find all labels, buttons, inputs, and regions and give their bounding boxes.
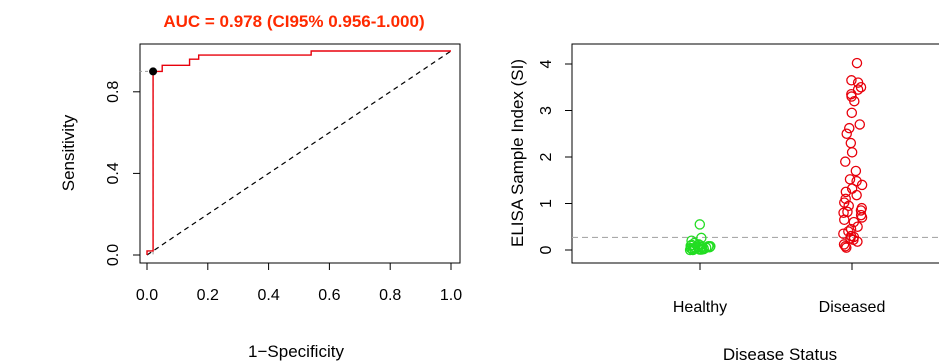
elisa-point-diseased <box>838 228 849 239</box>
roc-x-tick-label: 1.0 <box>440 287 462 304</box>
elisa-point-healthy <box>694 219 706 230</box>
elisa-point-diseased <box>852 236 863 247</box>
elisa-point-diseased <box>839 214 850 226</box>
roc-curve-line <box>146 50 451 255</box>
elisa-point-healthy <box>705 241 716 252</box>
elisa-chart: Healthy Diseased 0 1 2 3 4 Disease Status ELI… <box>508 43 939 364</box>
elisa-point-diseased <box>846 75 857 86</box>
roc-x-tick-label: 0.6 <box>318 287 340 304</box>
elisa-point-diseased <box>840 186 852 198</box>
roc-marks <box>139 50 452 256</box>
elisa-point-healthy <box>684 244 696 256</box>
elisa-y-axis: 0 1 2 3 4 <box>538 59 573 254</box>
elisa-point-diseased <box>856 179 868 191</box>
roc-reference-diagonal <box>146 50 452 256</box>
roc-y-axis: 0.0 0.4 0.8 <box>105 81 141 266</box>
elisa-x-label: Disease Status <box>723 345 837 364</box>
elisa-point-diseased <box>849 95 860 107</box>
elisa-point-diseased <box>855 82 867 93</box>
elisa-point-diseased <box>841 128 852 139</box>
roc-chart: AUC = 0.978 (CI95% 0.956-1.000) 0.0 0.2 0.… <box>59 12 462 361</box>
elisa-point-healthy <box>687 244 699 256</box>
elisa-point-diseased <box>840 241 851 252</box>
elisa-x-axis: Healthy Diseased <box>673 262 886 316</box>
elisa-y-tick-label: 0 <box>538 245 555 254</box>
elisa-point-diseased <box>843 200 854 212</box>
roc-x-tick-label: 0.2 <box>197 287 219 304</box>
elisa-point-diseased <box>852 221 863 232</box>
elisa-y-tick-label: 3 <box>538 106 555 115</box>
elisa-point-diseased <box>851 57 863 69</box>
roc-x-label: 1−Specificity <box>248 342 344 361</box>
elisa-point-diseased <box>850 165 862 177</box>
roc-optimal-point <box>149 67 158 76</box>
elisa-x-tick-label: Diseased <box>819 299 886 316</box>
elisa-marks <box>572 57 939 256</box>
elisa-point-diseased <box>844 122 855 134</box>
elisa-x-tick-label: Healthy <box>673 299 727 316</box>
elisa-y-tick-label: 2 <box>538 152 555 161</box>
elisa-y-tick-label: 4 <box>538 59 555 68</box>
elisa-point-diseased <box>851 189 862 201</box>
roc-x-axis: 0.0 0.2 0.4 0.6 0.8 1.0 <box>136 262 462 304</box>
elisa-point-diseased <box>838 239 850 250</box>
elisa-point-diseased <box>841 242 852 253</box>
elisa-y-tick-label: 1 <box>538 199 555 208</box>
elisa-plot-frame <box>571 43 939 264</box>
roc-title: AUC = 0.978 (CI95% 0.956-1.000) <box>163 12 424 31</box>
elisa-point-healthy <box>686 239 697 251</box>
elisa-point-diseased <box>844 174 856 185</box>
elisa-point-diseased <box>856 212 868 223</box>
elisa-point-diseased <box>840 156 851 167</box>
roc-y-tick-label: 0.8 <box>105 81 122 103</box>
roc-y-label: Sensitivity <box>59 114 78 191</box>
elisa-point-diseased <box>846 147 858 158</box>
elisa-point-diseased <box>838 207 849 219</box>
elisa-point-diseased <box>851 175 862 187</box>
roc-y-tick-label: 0.4 <box>105 162 122 184</box>
roc-x-tick-label: 0.8 <box>379 287 401 304</box>
roc-y-tick-label: 0.0 <box>105 244 122 266</box>
elisa-y-label: ELISA Sample Index (SI) <box>508 59 527 247</box>
roc-x-tick-label: 0.4 <box>257 287 279 304</box>
roc-x-tick-label: 0.0 <box>136 287 158 304</box>
elisa-point-diseased <box>854 119 866 130</box>
elisa-point-diseased <box>855 205 867 216</box>
elisa-point-diseased <box>845 137 857 149</box>
elisa-point-diseased <box>846 107 858 119</box>
